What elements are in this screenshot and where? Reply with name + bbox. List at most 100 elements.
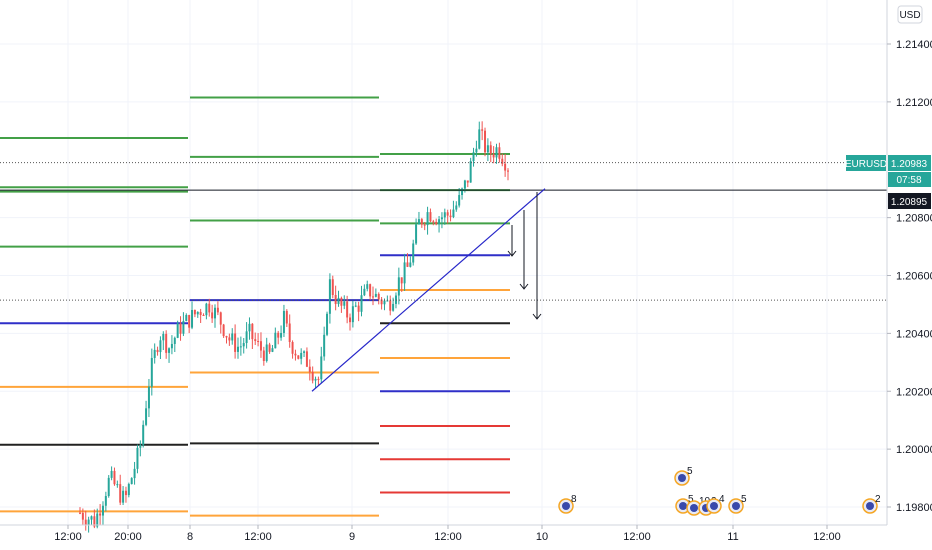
candle-body bbox=[501, 158, 504, 164]
candle-body bbox=[248, 323, 251, 332]
candle-body bbox=[277, 332, 280, 338]
trendline[interactable] bbox=[311, 188, 546, 392]
candle-body bbox=[79, 512, 81, 514]
candle-body bbox=[288, 323, 291, 343]
x-tick-label: 9 bbox=[349, 531, 355, 543]
candle-body bbox=[193, 309, 196, 315]
candle-body bbox=[377, 293, 380, 300]
candle-body bbox=[113, 470, 116, 485]
candle-body bbox=[386, 300, 389, 302]
flag-dot bbox=[690, 504, 698, 512]
candle-body bbox=[159, 340, 162, 353]
candle-body bbox=[337, 297, 340, 305]
flag-dot bbox=[678, 474, 686, 482]
candle-body bbox=[84, 519, 87, 525]
candle-body bbox=[124, 490, 127, 496]
candle-body bbox=[101, 505, 104, 516]
candle-body bbox=[222, 324, 225, 337]
candle-body bbox=[211, 312, 214, 319]
candle-body bbox=[320, 356, 323, 380]
price-scale[interactable]: 1.21400 1.21200 1.20800 1.20600 1.20400 1.202… bbox=[887, 39, 932, 514]
crosshair-price-tag: 1.20895 bbox=[888, 193, 931, 209]
candle-body bbox=[394, 295, 397, 304]
candle-body bbox=[328, 279, 331, 314]
candle-body bbox=[145, 408, 148, 425]
event-flag-icon[interactable]: 2 bbox=[862, 494, 881, 514]
candle-body bbox=[349, 317, 352, 323]
candle-body bbox=[228, 337, 231, 341]
candle-body bbox=[308, 366, 311, 372]
arrow-2-head bbox=[519, 283, 529, 290]
candle-body bbox=[225, 336, 228, 338]
candle-body bbox=[119, 484, 122, 503]
event-flag-icon[interactable]: 5 bbox=[674, 466, 693, 486]
currency-label: USD bbox=[899, 10, 920, 21]
candle-body bbox=[340, 297, 343, 306]
candle-body bbox=[130, 478, 133, 485]
time-scale[interactable]: 12:00 20:00 8 12:00 9 12:00 10 12:00 11 12:00 bbox=[54, 525, 841, 543]
candle-body bbox=[417, 219, 420, 225]
candle-body bbox=[136, 447, 139, 469]
candle-body bbox=[254, 339, 257, 342]
candle-body bbox=[96, 513, 99, 527]
candle-body bbox=[214, 307, 217, 319]
candle-body bbox=[369, 284, 372, 297]
candle-body bbox=[162, 333, 165, 341]
candle-body bbox=[331, 279, 334, 295]
candle-body bbox=[110, 470, 113, 478]
candle-body bbox=[303, 351, 306, 353]
candle-body bbox=[492, 154, 495, 158]
candle-body bbox=[280, 332, 283, 338]
economic-events: 855102452 bbox=[558, 466, 881, 516]
candle-body bbox=[245, 331, 248, 344]
candle-body bbox=[357, 305, 360, 312]
x-tick-label: 11 bbox=[727, 531, 738, 543]
candle-body bbox=[173, 337, 176, 344]
candle-body bbox=[440, 217, 443, 220]
event-flag-icon[interactable]: 5 bbox=[728, 494, 747, 514]
candle-body bbox=[165, 333, 168, 353]
x-tick-label: 8 bbox=[187, 531, 193, 543]
candle-body bbox=[363, 288, 366, 296]
flag-dot bbox=[866, 502, 874, 510]
candle-body bbox=[251, 323, 254, 340]
candle-body bbox=[452, 209, 455, 218]
candle-body bbox=[150, 357, 153, 387]
bar-countdown: 07:58 bbox=[896, 175, 921, 186]
candle-body bbox=[423, 224, 426, 226]
candle-body bbox=[489, 145, 492, 155]
event-flag-icon[interactable]: 4 bbox=[706, 494, 725, 514]
candle-body bbox=[374, 293, 377, 297]
candle-body bbox=[443, 212, 446, 218]
candle-body bbox=[397, 277, 400, 296]
candle-body bbox=[99, 513, 102, 516]
event-flag-icon[interactable]: 8 bbox=[558, 494, 577, 514]
candle-body bbox=[371, 296, 374, 298]
candle-body bbox=[498, 147, 501, 159]
candle-body bbox=[107, 477, 110, 497]
candle-body bbox=[188, 315, 191, 328]
event-count: 2 bbox=[875, 494, 881, 505]
event-count: 4 bbox=[719, 494, 725, 505]
candle-body bbox=[179, 323, 182, 334]
currency-button[interactable]: USD bbox=[897, 5, 923, 24]
candle-body bbox=[268, 344, 271, 352]
candle-body bbox=[326, 313, 329, 335]
candle-body bbox=[199, 311, 202, 315]
event-flag-icon[interactable]: 5 bbox=[675, 494, 694, 514]
candle-body bbox=[196, 311, 199, 315]
candle-body bbox=[257, 341, 260, 343]
y-tick-label: 1.20600 bbox=[896, 271, 932, 283]
y-tick-label: 1.21200 bbox=[896, 97, 932, 109]
candle-body bbox=[271, 348, 274, 352]
candle-body bbox=[351, 306, 354, 323]
candle-body bbox=[429, 212, 432, 222]
candle-body bbox=[446, 212, 449, 216]
candle-body bbox=[458, 195, 461, 206]
x-tick-label: 12:00 bbox=[54, 531, 82, 543]
candle-body bbox=[176, 323, 179, 338]
candle-body bbox=[182, 320, 185, 334]
candle-body bbox=[265, 344, 268, 362]
candle-body bbox=[449, 215, 452, 218]
